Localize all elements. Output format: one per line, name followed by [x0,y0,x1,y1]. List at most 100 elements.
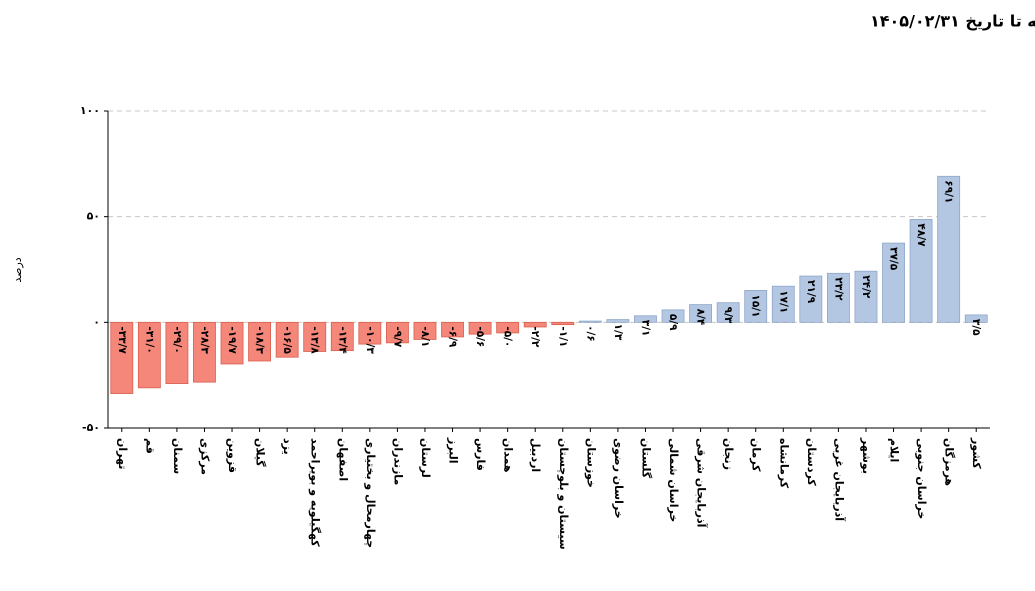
bar [606,319,630,323]
bar [744,290,768,323]
x-tick-label: خراسان رضوی [612,438,625,519]
bar [882,242,905,323]
value-label: -۱۳/۴ [336,326,348,354]
bar [689,304,713,323]
value-label: ۲۳/۲ [832,277,844,301]
bar [909,219,933,323]
x-tick-label: مرکزی [198,438,211,475]
bar [826,272,850,323]
bar [551,321,575,326]
x-tick-label: زنجان [722,438,735,470]
x-tick-label: قزوین [226,438,239,473]
bar [661,309,685,323]
value-label: -۶/۹ [447,326,459,348]
x-tick-label: کردستان [805,438,818,486]
chart-title: نمودار اختلاف درصد تامین بارش سال آبی جا… [870,11,1035,31]
bar [330,321,354,352]
bar [716,302,740,323]
bar [468,321,492,335]
x-tick-label: کرمانشاه [777,438,790,489]
y-axis-label: درصد [11,257,24,282]
value-label: ۳/۵ [970,319,982,336]
value-label: ۰/۶ [584,325,596,342]
x-tick-label: خراسان جنوبی [915,438,928,519]
x-tick-label: قم [143,438,156,454]
bar [137,321,161,389]
value-label: -۱۹/۷ [226,326,238,354]
value-label: ۹/۳ [722,307,734,324]
value-label: ۴۸/۷ [915,223,927,247]
value-label: -۲۹/۰ [171,326,183,353]
x-tick-label: ایلام [888,438,901,462]
bar [964,314,988,323]
x-tick-label: مازندران [391,438,404,485]
x-tick-label: کهگیلویه و بویراحمد [309,438,322,547]
value-label: ۲۴/۲ [860,275,872,299]
bar [523,321,547,328]
value-label: ۱۵/۱ [750,294,762,317]
bar [303,321,327,352]
bar [634,315,657,323]
x-tick-label: خوزستان [584,438,597,488]
x-tick-label: لرستان [419,438,432,478]
value-label: ۸/۴ [695,309,707,326]
x-tick-label: گیلان [254,438,267,467]
value-label: -۳۱/۰ [143,326,155,353]
x-tick-label: کرمان [750,438,763,472]
x-tick-label: همدان [502,438,515,473]
value-label: -۳۳/۷ [116,326,128,354]
x-tick-label: گلستان [639,438,652,479]
value-label: ۵/۹ [667,314,679,331]
value-label: ۶۹/۱ [943,180,955,203]
value-label: -۹/۷ [391,326,403,348]
bar [441,321,464,338]
value-label: ۳/۱ [639,320,651,337]
value-label: -۵/۰ [502,326,514,347]
x-tick-label: البرز [447,437,460,464]
bar [385,321,409,344]
y-tick-label: ۰ [93,315,100,328]
x-tick-label: اردبیل [529,438,542,472]
value-label: -۵/۶ [474,326,486,347]
bar [937,175,961,323]
bar [165,321,189,385]
value-label: -۲۸/۳ [198,326,210,354]
y-tick-label: -۵۰ [82,421,100,434]
bar [854,270,878,323]
value-label: -۸/۱ [419,326,431,347]
value-label: -۱۳/۸ [309,326,321,354]
value-label: -۱/۱ [557,326,569,347]
x-tick-label: تهران [116,438,129,469]
x-tick-label: فارس [474,438,487,471]
bar [358,321,382,345]
value-label: ۱۷/۱ [777,290,789,313]
x-tick-label: یزد [281,438,294,455]
bar [193,321,216,383]
x-tick-label: اصفهان [336,438,349,481]
value-label: -۱۰/۳ [364,326,376,354]
bar [413,321,437,340]
value-label: ۳۷/۵ [888,247,900,271]
bar [771,285,795,323]
bar [110,321,134,394]
value-label: ۱/۳ [612,324,624,341]
bar [799,275,823,323]
value-label: -۱۸/۳ [254,326,266,354]
x-tick-label: آذربایجان غربی [832,438,846,521]
y-tick-label: ۱۰۰ [80,104,100,117]
value-label: -۲/۲ [529,326,541,348]
x-tick-label: چهارمحال و بختیاری [364,438,377,548]
x-tick-label: سمنان [171,438,184,474]
bar [248,321,272,362]
x-tick-label: سیستان و بلوچستان [557,438,570,550]
bar [578,320,602,323]
x-tick-label: خراسان شمالی [667,438,680,522]
x-tick-label: کشور [970,437,983,469]
bar [220,321,244,365]
bar [275,321,299,358]
x-tick-label: بوشهر [860,437,873,474]
value-label: -۱۶/۵ [281,326,293,354]
bar [496,321,520,334]
value-label: ۲۱/۹ [805,280,817,304]
